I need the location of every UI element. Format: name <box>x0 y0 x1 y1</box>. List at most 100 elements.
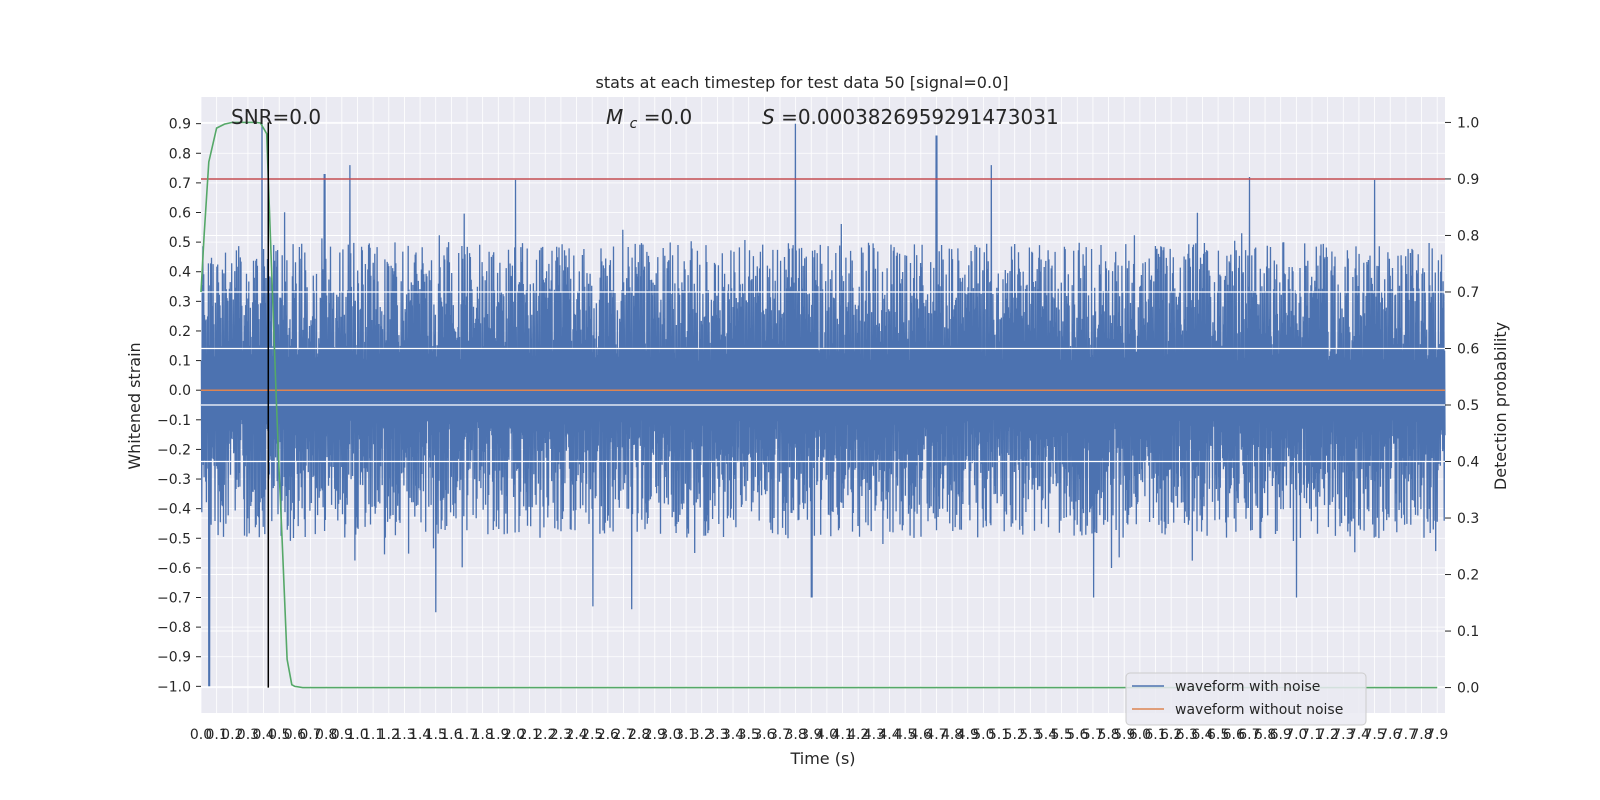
right-y-tick-label: 0.4 <box>1457 455 1479 471</box>
right-y-tick-label: 0.8 <box>1457 228 1479 244</box>
x-tick-label: 7.8 <box>1410 727 1432 743</box>
x-tick-label: 4.9 <box>957 727 979 743</box>
x-tick-label: 0.1 <box>206 727 228 743</box>
left-y-tick-label: −0.8 <box>157 620 191 636</box>
left-y-tick-label: 0.6 <box>169 206 191 222</box>
x-tick-label: 0.4 <box>252 727 274 743</box>
x-tick-label: 3.6 <box>753 727 775 743</box>
x-tick-label: 0.8 <box>315 727 337 743</box>
detection-probability-series <box>200 121 1438 689</box>
x-tick-label: 6.2 <box>1160 727 1182 743</box>
right-y-axis-label: Detection probability <box>1491 322 1510 490</box>
x-tick-label: 2.3 <box>550 727 572 743</box>
x-tick-label: 2.6 <box>597 727 619 743</box>
x-tick-label: 0.7 <box>299 727 321 743</box>
x-tick-label: 5.1 <box>988 727 1010 743</box>
legend-label-noise: waveform with noise <box>1175 679 1320 695</box>
right-y-tick-label: 1.0 <box>1457 115 1479 131</box>
left-y-tick-label: −0.3 <box>157 472 191 488</box>
x-tick-label: 3.3 <box>706 727 728 743</box>
x-tick-label: 3.0 <box>659 727 681 743</box>
x-axis-label: Time (s) <box>789 749 855 768</box>
x-tick-label: 6.9 <box>1270 727 1292 743</box>
x-tick-label: 4.2 <box>847 727 869 743</box>
left-y-tick-label: −0.7 <box>157 591 191 607</box>
right-y-tick-label: 0.5 <box>1457 398 1479 414</box>
left-y-tick-label: −0.4 <box>157 502 191 518</box>
statistic-annotation: S =0.0003826959291473031 <box>762 105 1059 129</box>
x-tick-label: 5.5 <box>1050 727 1072 743</box>
x-tick-label: 2.2 <box>534 727 556 743</box>
x-tick-label: 0.2 <box>221 727 243 743</box>
right-y-tick-label: 0.3 <box>1457 511 1479 527</box>
x-tick-label: 5.3 <box>1019 727 1041 743</box>
left-y-tick-label: −1.0 <box>157 679 191 695</box>
x-tick-label: 3.5 <box>738 727 760 743</box>
legend-box <box>1125 672 1367 726</box>
x-tick-label: 6.4 <box>1191 727 1213 743</box>
x-tick-label: 6.1 <box>1144 727 1166 743</box>
chirp-mass-value: =0.0 <box>644 105 693 129</box>
right-y-axis-ticks: 1.0 0.9 0.8 0.7 0.6 0.5 0.4 0.3 0.2 0.1 0.0 <box>1445 115 1479 697</box>
x-tick-label: 0.6 <box>284 727 306 743</box>
left-y-tick-label: 0.8 <box>169 146 191 162</box>
chirp-mass-annotation: M c =0.0 <box>606 105 692 133</box>
x-tick-label: 2.5 <box>581 727 603 743</box>
left-y-tick-label: 0.9 <box>169 117 191 133</box>
x-tick-label: 3.2 <box>691 727 713 743</box>
x-tick-label: 3.4 <box>722 727 744 743</box>
x-tick-label: 1.0 <box>346 727 368 743</box>
x-tick-label: 6.0 <box>1129 727 1151 743</box>
x-tick-label: 4.3 <box>863 727 885 743</box>
chart-title: stats at each timestep for test data 50 … <box>596 73 1009 92</box>
x-tick-label: 4.5 <box>894 727 916 743</box>
x-tick-label: 4.4 <box>878 727 900 743</box>
x-tick-label: 6.6 <box>1223 727 1245 743</box>
x-tick-label: 0.0 <box>190 727 212 743</box>
left-y-tick-label: 0.5 <box>169 235 191 251</box>
x-tick-label: 3.1 <box>675 727 697 743</box>
x-tick-label: 2.8 <box>628 727 650 743</box>
x-tick-label: 7.0 <box>1285 727 1307 743</box>
x-tick-label: 5.7 <box>1082 727 1104 743</box>
x-tick-label: 3.8 <box>784 727 806 743</box>
left-y-axis-label: Whitened strain <box>125 342 144 469</box>
x-tick-label: 5.8 <box>1097 727 1119 743</box>
x-tick-label: 6.8 <box>1254 727 1276 743</box>
left-y-tick-label: 0.1 <box>169 354 191 370</box>
left-y-tick-label: 0.0 <box>169 383 191 399</box>
x-tick-label: 0.3 <box>237 727 259 743</box>
x-tick-label: 1.5 <box>425 727 447 743</box>
x-tick-label: 7.6 <box>1379 727 1401 743</box>
x-tick-label: 1.9 <box>487 727 509 743</box>
x-tick-label: 6.3 <box>1176 727 1198 743</box>
left-y-tick-label: 0.7 <box>169 176 191 192</box>
x-tick-label: 5.4 <box>1035 727 1057 743</box>
right-y-tick-label: 0.6 <box>1457 341 1479 357</box>
legend: waveform with noise waveform without noi… <box>1125 672 1367 726</box>
x-tick-label: 5.6 <box>1066 727 1088 743</box>
x-tick-label: 5.0 <box>972 727 994 743</box>
x-tick-label: 7.2 <box>1317 727 1339 743</box>
x-axis-ticks: 0.00.10.20.30.40.50.60.70.80.91.01.11.21… <box>190 727 1448 743</box>
right-y-tick-label: 0.9 <box>1457 172 1479 188</box>
x-tick-label: 7.4 <box>1348 727 1370 743</box>
x-tick-label: 4.7 <box>925 727 947 743</box>
statistic-value: =0.0003826959291473031 <box>781 105 1059 129</box>
x-tick-label: 7.1 <box>1301 727 1323 743</box>
x-tick-label: 4.1 <box>831 727 853 743</box>
x-tick-label: 2.1 <box>518 727 540 743</box>
right-y-tick-label: 0.7 <box>1457 285 1479 301</box>
detection-probability-line <box>200 121 1438 689</box>
x-tick-label: 7.3 <box>1332 727 1354 743</box>
x-tick-label: 2.9 <box>644 727 666 743</box>
x-tick-label: 2.0 <box>503 727 525 743</box>
x-tick-label: 7.9 <box>1426 727 1448 743</box>
x-tick-label: 2.7 <box>612 727 634 743</box>
right-y-tick-label: 0.1 <box>1457 624 1479 640</box>
left-y-tick-label: 0.4 <box>169 265 191 281</box>
left-y-axis-ticks: 0.9 0.8 0.7 0.6 0.5 0.4 0.3 0.2 0.1 0.0 −0.1 −0.2 −0… <box>157 117 201 695</box>
right-y-tick-label: 0.0 <box>1457 681 1479 697</box>
x-tick-label: 6.7 <box>1238 727 1260 743</box>
